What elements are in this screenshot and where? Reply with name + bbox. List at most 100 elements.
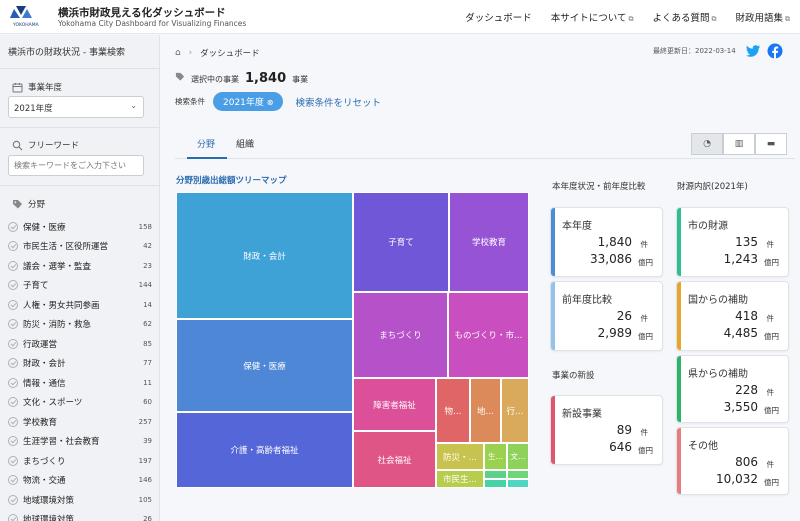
stat-card-other[interactable]: その他 806 件 10,032 億円 — [676, 427, 789, 495]
category-item[interactable]: 学校教育 257 — [8, 412, 152, 432]
treemap-cell[interactable]: まちづくり — [353, 292, 448, 378]
category-item[interactable]: 情報・通信 11 — [8, 373, 152, 393]
category-item[interactable]: 行政運営 85 — [8, 334, 152, 354]
reset-conditions-link[interactable]: 検索条件をリセット — [295, 97, 381, 109]
category-item[interactable]: 財政・会計 77 — [8, 354, 152, 374]
check-circle-icon[interactable] — [8, 338, 18, 349]
treemap-cell[interactable]: 財政・会計 — [176, 192, 353, 319]
check-circle-icon[interactable] — [8, 436, 18, 447]
home-icon[interactable]: ⌂ — [175, 48, 181, 58]
bar-chart-icon: ▥ — [734, 139, 744, 149]
check-circle-icon[interactable] — [8, 494, 18, 505]
category-item[interactable]: 生涯学習・社会教育 39 — [8, 432, 152, 452]
category-item[interactable]: 市民生活・区役所運営 42 — [8, 237, 152, 257]
treemap-cell[interactable]: 学校教育 — [449, 192, 529, 292]
check-circle-icon[interactable] — [8, 514, 18, 521]
city-logo-icon[interactable]: YOKOHAMA — [8, 4, 52, 30]
category-name: 行政運営 — [23, 339, 58, 350]
check-circle-icon[interactable] — [8, 260, 18, 271]
treemap-cell[interactable]: 生… — [484, 443, 507, 470]
stat-card-national[interactable]: 国からの補助 418 件 4,485 億円 — [676, 281, 789, 351]
card-amount: 646 — [609, 440, 632, 454]
card-count-unit: 件 — [766, 314, 775, 323]
category-name: 学校教育 — [23, 417, 58, 428]
twitter-icon[interactable] — [745, 43, 761, 59]
category-item[interactable]: 保健・医療 158 — [8, 217, 152, 237]
category-name: まちづくり — [23, 456, 66, 467]
nav-about[interactable]: 本サイトについて — [551, 10, 634, 24]
treemap-cell[interactable]: 地… — [470, 378, 501, 443]
card-count-unit: 件 — [640, 240, 649, 249]
check-circle-icon[interactable] — [8, 475, 18, 486]
check-circle-icon[interactable] — [8, 455, 18, 466]
card-count: 135 — [735, 235, 758, 249]
category-item[interactable]: 人権・男女共同参画 14 — [8, 295, 152, 315]
tab-bar: 分野 組織 — [175, 127, 795, 159]
stat-card-new[interactable]: 新設事業 89 件 646 億円 — [550, 395, 663, 465]
treemap-cell[interactable]: 介護・高齢者福祉 — [176, 412, 353, 488]
check-circle-icon[interactable] — [8, 358, 18, 369]
category-item[interactable]: まちづくり 197 — [8, 451, 152, 471]
card-accent-bar — [677, 356, 681, 422]
treemap-cell[interactable] — [484, 470, 507, 479]
treemap-cell[interactable]: 障害者福祉 — [353, 378, 436, 431]
check-circle-icon[interactable] — [8, 241, 18, 252]
treemap-cell[interactable]: 市民生… — [436, 470, 484, 488]
treemap-cell[interactable] — [484, 479, 507, 488]
stat-card-pref[interactable]: 県からの補助 228 件 3,550 億円 — [676, 355, 789, 423]
category-count: 197 — [138, 456, 152, 465]
year-filter-chip[interactable]: 2021年度 ⊗ — [213, 92, 284, 111]
close-circle-icon[interactable]: ⊗ — [266, 98, 274, 107]
treemap-cell[interactable]: 子育て — [353, 192, 449, 292]
nav-dashboard[interactable]: ダッシュボード — [465, 13, 532, 24]
pie-view-button[interactable]: ◔ — [691, 133, 723, 155]
tab-field[interactable]: 分野 — [197, 140, 216, 150]
facebook-icon[interactable] — [767, 43, 783, 59]
check-circle-icon[interactable] — [8, 377, 18, 388]
check-circle-icon[interactable] — [8, 280, 18, 291]
treemap-view-button[interactable]: ▬ — [755, 133, 787, 155]
selected-unit: 事業 — [292, 75, 309, 84]
tab-organization[interactable]: 組織 — [236, 140, 255, 150]
treemap-cell[interactable]: 物… — [436, 378, 470, 443]
check-circle-icon[interactable] — [8, 299, 18, 310]
category-name: 地域環境対策 — [23, 495, 75, 506]
treemap-cell[interactable] — [507, 470, 529, 479]
category-item[interactable]: 地球環境対策 26 — [8, 510, 152, 521]
top-header: YOKOHAMA 横浜市財政見える化ダッシュボード Yokohama City … — [0, 0, 800, 34]
category-count: 11 — [143, 378, 152, 387]
treemap-cell[interactable]: 文… — [507, 443, 529, 470]
category-item[interactable]: 物流・交通 146 — [8, 471, 152, 491]
site-title[interactable]: 横浜市財政見える化ダッシュボード — [58, 7, 226, 19]
check-circle-icon[interactable] — [8, 221, 18, 232]
stat-card-this-year[interactable]: 本年度 1,840 件 33,086 億円 — [550, 207, 663, 277]
bar-view-button[interactable]: ▥ — [723, 133, 755, 155]
keyword-search-input[interactable] — [8, 155, 144, 176]
card-count-unit: 件 — [766, 460, 775, 469]
card-title: 国からの補助 — [688, 295, 748, 306]
treemap-cell[interactable]: 行… — [501, 378, 529, 443]
nav-glossary[interactable]: 財政用語集 — [735, 10, 790, 24]
category-item[interactable]: 文化・スポーツ 60 — [8, 393, 152, 413]
treemap-cell[interactable]: 防災・… — [436, 443, 484, 470]
card-amount: 4,485 — [723, 326, 758, 340]
pie-chart-icon: ◔ — [703, 139, 711, 149]
check-circle-icon[interactable] — [8, 397, 18, 408]
nav-faq[interactable]: よくある質問 — [652, 10, 716, 24]
treemap-cell[interactable]: ものづくり・市… — [448, 292, 529, 378]
check-circle-icon[interactable] — [8, 416, 18, 427]
stat-card-city[interactable]: 市の財源 135 件 1,243 億円 — [676, 207, 789, 277]
category-item[interactable]: 議会・選挙・監査 23 — [8, 256, 152, 276]
category-item[interactable]: 地域環境対策 105 — [8, 490, 152, 510]
category-item[interactable]: 防災・消防・救急 62 — [8, 315, 152, 335]
treemap-cell[interactable]: 社会福祉 — [353, 431, 436, 488]
year-select[interactable]: 2021年度 ⌄ — [8, 96, 144, 118]
stat-card-compare[interactable]: 前年度比較 26 件 2,989 億円 — [550, 281, 663, 351]
treemap-cell[interactable] — [507, 479, 529, 488]
treemap-cell[interactable]: 保健・医療 — [176, 319, 353, 412]
category-name: 情報・通信 — [23, 378, 66, 389]
category-item[interactable]: 子育て 144 — [8, 276, 152, 296]
check-circle-icon[interactable] — [8, 319, 18, 330]
card-count: 1,840 — [597, 235, 632, 249]
card-amount: 2,989 — [597, 326, 632, 340]
